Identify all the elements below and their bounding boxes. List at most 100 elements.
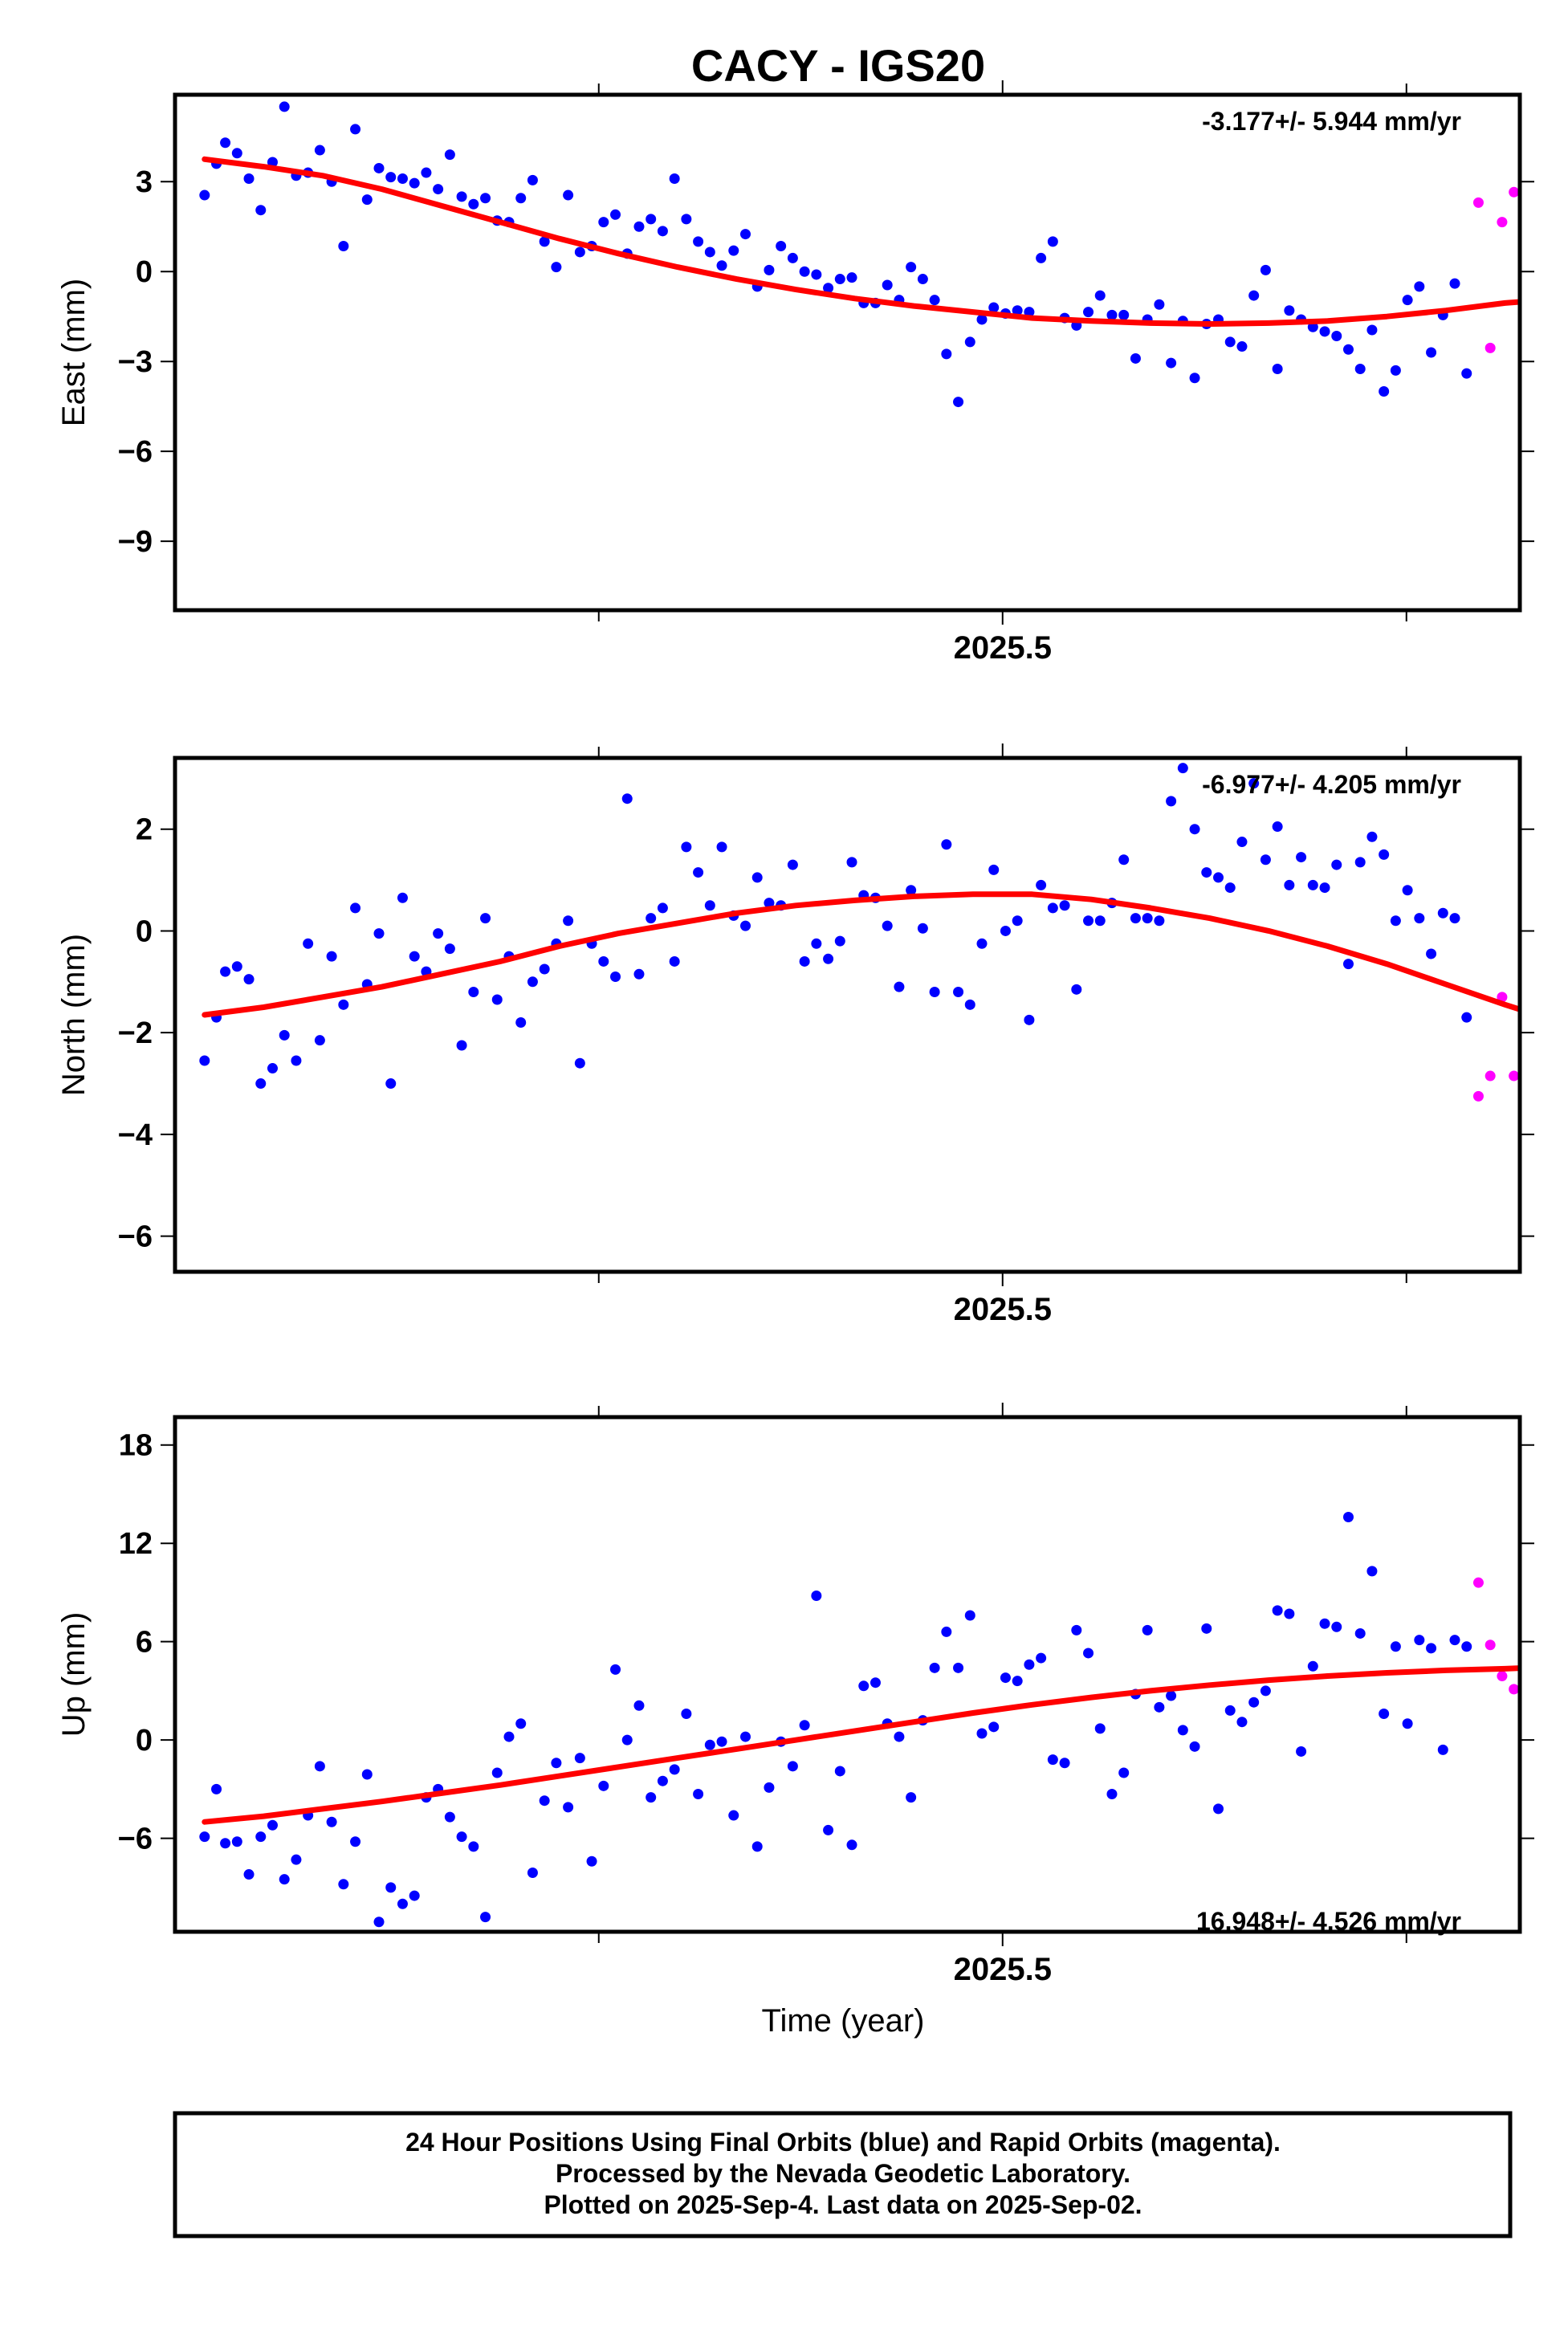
data-point (1012, 915, 1023, 927)
y-tick-label: 0 (136, 914, 153, 948)
y-tick-label: −6 (118, 435, 153, 469)
data-point (574, 1057, 585, 1069)
data-point (456, 1831, 467, 1843)
rate-label: -3.177+/- 5.944 mm/yr (1202, 107, 1461, 136)
data-point (1426, 948, 1437, 959)
data-point (444, 1811, 455, 1823)
data-point (397, 892, 408, 903)
data-point (1544, 1083, 1554, 1094)
data-point (433, 928, 444, 939)
data-point (1142, 1624, 1153, 1635)
data-point (291, 1055, 302, 1066)
panel-east: 2025.5 3 0 −3 −6 −9 East (mm) -3.177+/- 5.944 m… (56, 80, 1554, 666)
data-point (314, 1035, 325, 1046)
data-point (823, 283, 834, 294)
data-point (1248, 778, 1260, 789)
data-point (1224, 336, 1236, 348)
y-tick-label: 3 (136, 165, 153, 199)
data-point (953, 397, 964, 408)
data-point (669, 1764, 680, 1775)
data-point (1544, 596, 1554, 606)
data-point (1201, 867, 1212, 878)
data-point (646, 214, 657, 225)
data-point (669, 955, 680, 967)
data-point (220, 1838, 231, 1849)
data-point (527, 976, 538, 988)
data-point (1556, 1257, 1566, 1267)
data-point (1071, 984, 1082, 995)
data-point (799, 266, 810, 277)
data-point (1414, 1635, 1425, 1646)
data-point (1366, 324, 1378, 336)
data-point (846, 1839, 857, 1851)
data-point (799, 1720, 810, 1731)
data-point (1236, 341, 1248, 352)
data-point (1224, 1705, 1236, 1716)
data-point (220, 137, 231, 149)
data-point (906, 1792, 917, 1803)
rate-label: 16.948+/- 4.526 mm/yr (1196, 1907, 1461, 1936)
data-point (929, 1662, 940, 1673)
data-point (598, 955, 609, 967)
data-point (1472, 197, 1484, 208)
data-point (1461, 368, 1472, 379)
data-point (350, 1836, 361, 1847)
data-point (846, 857, 857, 868)
x-tick-label: 2025.5 (954, 1952, 1052, 1987)
data-point (894, 1731, 905, 1742)
data-point (1509, 1684, 1520, 1695)
data-point (834, 935, 845, 947)
data-point (279, 1874, 290, 1885)
data-point (964, 999, 975, 1010)
data-point (728, 245, 739, 256)
data-point (279, 1029, 290, 1041)
data-point (693, 236, 704, 247)
data-point (1485, 1640, 1496, 1651)
data-point (1497, 992, 1508, 1003)
data-point (1130, 913, 1141, 924)
y-tick-label: −6 (118, 1823, 153, 1856)
data-point (751, 872, 763, 883)
data-point (1083, 307, 1094, 318)
data-point (255, 1831, 267, 1843)
y-tick-label: −6 (118, 1220, 153, 1254)
data-point (1166, 357, 1177, 369)
data-point (1414, 281, 1425, 292)
data-point (444, 149, 455, 161)
data-point (385, 172, 397, 183)
data-point (1497, 217, 1508, 228)
data-point (929, 986, 940, 997)
data-point (1047, 236, 1058, 247)
data-point (1390, 365, 1401, 376)
data-point (1272, 1605, 1283, 1616)
data-point (1485, 1070, 1496, 1081)
data-point (527, 174, 538, 185)
data-point (243, 173, 255, 185)
data-point (1260, 264, 1271, 275)
data-point (1012, 305, 1023, 316)
data-point (1248, 290, 1260, 301)
data-point (551, 262, 562, 273)
data-point (409, 1890, 420, 1901)
data-point (1449, 1635, 1460, 1646)
data-point (1094, 915, 1106, 927)
data-point (1426, 1643, 1437, 1654)
data-point (279, 101, 290, 112)
data-point (811, 1591, 822, 1602)
data-point (1024, 307, 1035, 318)
data-point (199, 189, 210, 201)
data-point (267, 1819, 278, 1831)
data-point (1236, 837, 1248, 848)
data-point (1024, 1014, 1035, 1025)
data-point (917, 923, 928, 934)
data-point (1189, 824, 1200, 835)
data-point (704, 1739, 715, 1750)
data-points (199, 763, 1566, 1267)
data-point (1118, 1767, 1130, 1778)
rate-label: -6.977+/- 4.205 mm/yr (1202, 770, 1461, 799)
data-point (211, 1783, 222, 1794)
data-point (267, 157, 278, 168)
data-point (551, 1758, 562, 1769)
data-point (255, 205, 267, 216)
data-point (1284, 305, 1295, 316)
